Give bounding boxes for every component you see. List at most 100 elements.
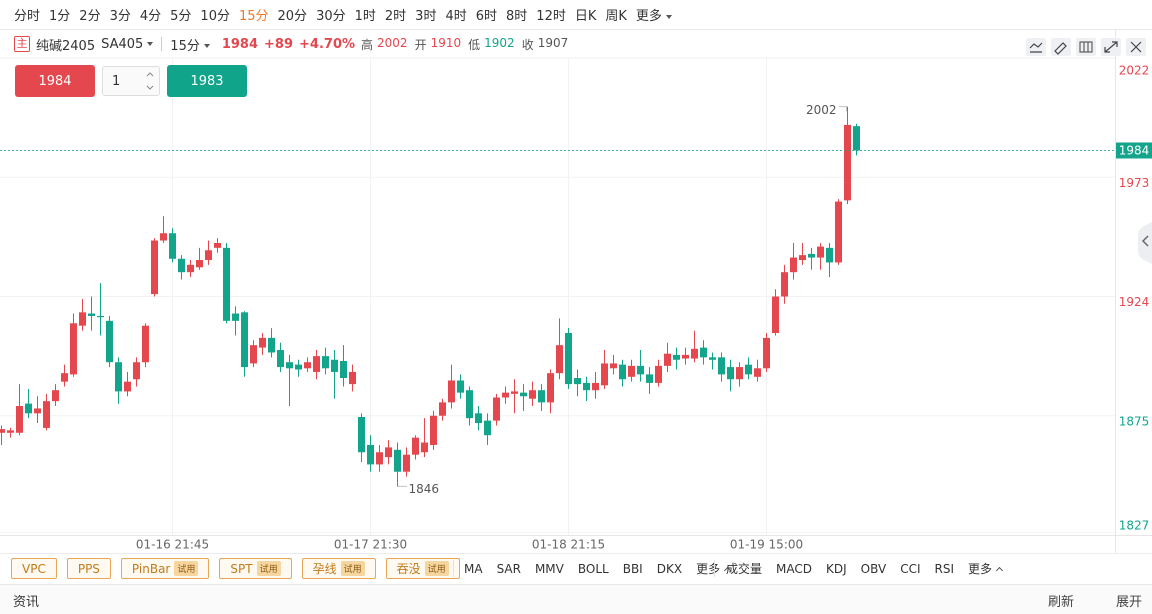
expand-link[interactable]: 展开 bbox=[1116, 595, 1143, 610]
pattern-button[interactable]: VPC bbox=[11, 558, 57, 579]
candle-body bbox=[466, 390, 473, 419]
buy-button[interactable]: 1983 bbox=[167, 65, 247, 97]
candle-body bbox=[511, 391, 518, 394]
timeframe-tab[interactable]: 1时 bbox=[354, 9, 376, 24]
indicator[interactable]: RSI bbox=[934, 561, 954, 576]
stat-value: 1902 bbox=[484, 35, 515, 50]
timeframe-tab[interactable]: 4分 bbox=[139, 9, 162, 24]
indicator-bar: VPC PPS PinBar 试用 SPT 试用 孕线 试用 吞没 试用 MA SAR MMV BOLL… bbox=[0, 553, 1152, 583]
pattern-name: 孕线 bbox=[312, 562, 337, 576]
symbol-code[interactable]: SA405 bbox=[101, 37, 153, 52]
candle-body bbox=[385, 447, 392, 458]
timeframe-tab[interactable]: 1分 bbox=[49, 9, 71, 24]
timeframe-more[interactable]: 更多 bbox=[636, 5, 672, 24]
candle-body bbox=[628, 365, 635, 377]
indicator[interactable]: CCI bbox=[900, 561, 921, 576]
candle-body bbox=[835, 201, 842, 263]
pattern-button[interactable]: PPS bbox=[66, 558, 111, 579]
indicator[interactable]: BBI bbox=[622, 561, 643, 576]
candle-body bbox=[43, 401, 50, 428]
refresh-link[interactable]: 刷新 bbox=[1048, 595, 1075, 610]
indicator[interactable]: OBV bbox=[860, 561, 887, 576]
indicator[interactable]: MA bbox=[464, 561, 483, 576]
period-select[interactable]: 15分 bbox=[170, 35, 210, 54]
candle-body bbox=[448, 380, 455, 403]
candle-body bbox=[304, 362, 311, 369]
quantity-stepper[interactable] bbox=[146, 70, 154, 92]
candle-body bbox=[142, 325, 149, 363]
timeframe-tab[interactable]: 2分 bbox=[79, 9, 101, 24]
candle-body bbox=[556, 345, 563, 374]
timeframe-tab[interactable]: 15分 bbox=[238, 9, 269, 24]
pattern-button[interactable]: 孕线 试用 bbox=[301, 558, 376, 579]
news-tab[interactable]: 资讯 bbox=[13, 595, 40, 610]
timeframe-tab[interactable]: 周K bbox=[605, 9, 627, 24]
pattern-button[interactable]: SPT 试用 bbox=[219, 558, 292, 579]
candle-body bbox=[610, 363, 617, 369]
indicator[interactable]: KDJ bbox=[826, 561, 847, 576]
indicator[interactable]: BOLL bbox=[577, 561, 609, 576]
candle-body bbox=[97, 315, 104, 318]
timeframe-tab[interactable]: 3分 bbox=[109, 9, 131, 24]
candle-body bbox=[736, 367, 743, 380]
candle-body bbox=[61, 373, 68, 382]
pattern-button[interactable]: 吞没 试用 bbox=[385, 558, 460, 579]
candle-body bbox=[853, 126, 860, 151]
indicator[interactable]: DKX bbox=[656, 561, 683, 576]
candle-body bbox=[178, 258, 185, 273]
stat-label: 开 bbox=[414, 37, 427, 52]
x-tick-label: 01-17 21:30 bbox=[334, 538, 407, 552]
separator bbox=[161, 37, 163, 51]
candle-body bbox=[286, 362, 293, 369]
candle-body bbox=[349, 371, 356, 385]
candle-body bbox=[403, 454, 410, 472]
candle-body bbox=[574, 378, 581, 385]
candle-body bbox=[754, 368, 761, 377]
timeframe-tab[interactable]: 日K bbox=[574, 9, 597, 24]
pattern-name: 吞没 bbox=[396, 562, 421, 576]
trial-tag: 试用 bbox=[256, 561, 281, 576]
candle-body bbox=[718, 357, 725, 375]
timeframe-tab[interactable]: 4时 bbox=[445, 9, 467, 24]
y-tick-label: 1924 bbox=[1119, 295, 1150, 309]
indicator[interactable]: 更多 bbox=[968, 560, 1002, 577]
candle-body bbox=[340, 360, 347, 379]
timeframe-tab[interactable]: 20分 bbox=[277, 9, 308, 24]
timeframe-tab[interactable]: 6时 bbox=[475, 9, 498, 24]
candle-body bbox=[601, 363, 608, 386]
candle-body bbox=[0, 429, 5, 433]
indicator[interactable]: MMV bbox=[534, 561, 564, 576]
candle-body bbox=[7, 430, 14, 433]
sell-button[interactable]: 1984 bbox=[15, 65, 95, 97]
timeframe-tab[interactable]: 10分 bbox=[200, 9, 230, 24]
indicator[interactable]: 成交量 bbox=[726, 562, 763, 576]
stat-label: 高 bbox=[361, 37, 374, 52]
candle-body bbox=[799, 255, 806, 260]
timeframe-tab[interactable]: 分时 bbox=[14, 9, 41, 24]
pattern-name: PPS bbox=[77, 561, 100, 576]
indicator[interactable]: SAR bbox=[496, 561, 521, 576]
indicator[interactable]: MACD bbox=[776, 561, 812, 576]
candle-body bbox=[376, 452, 383, 465]
timeframe-tab[interactable]: 3时 bbox=[415, 9, 437, 24]
timeframe-tab[interactable]: 2时 bbox=[384, 9, 407, 24]
chart-controls[interactable] bbox=[1026, 38, 1146, 56]
trial-tag: 试用 bbox=[424, 561, 449, 576]
x-tick-label: 01-19 15:00 bbox=[730, 538, 803, 552]
last-price-box bbox=[1116, 142, 1152, 159]
timeframe-tab[interactable]: 5分 bbox=[170, 9, 192, 24]
candle-body bbox=[439, 402, 446, 416]
candle-body bbox=[394, 449, 401, 472]
footer: 资讯 刷新 展开 bbox=[0, 584, 1152, 614]
timeframe-tab[interactable]: 30分 bbox=[316, 9, 346, 24]
timeframe-tab[interactable]: 8时 bbox=[506, 9, 528, 24]
quantity-input[interactable]: 1 bbox=[102, 66, 160, 96]
quote-bar: 主 纯碱2405 SA405 15分 1984 +89 +4.70% 高 2002… bbox=[14, 30, 571, 58]
timeframe-tab[interactable]: 12时 bbox=[536, 9, 566, 24]
pattern-button[interactable]: PinBar 试用 bbox=[120, 558, 210, 579]
y-tick-label: 2022 bbox=[1119, 64, 1150, 78]
symbol-name: 纯碱2405 bbox=[36, 38, 96, 54]
candle-body bbox=[529, 390, 536, 399]
candle-body bbox=[682, 354, 689, 359]
candle-body bbox=[160, 233, 167, 241]
